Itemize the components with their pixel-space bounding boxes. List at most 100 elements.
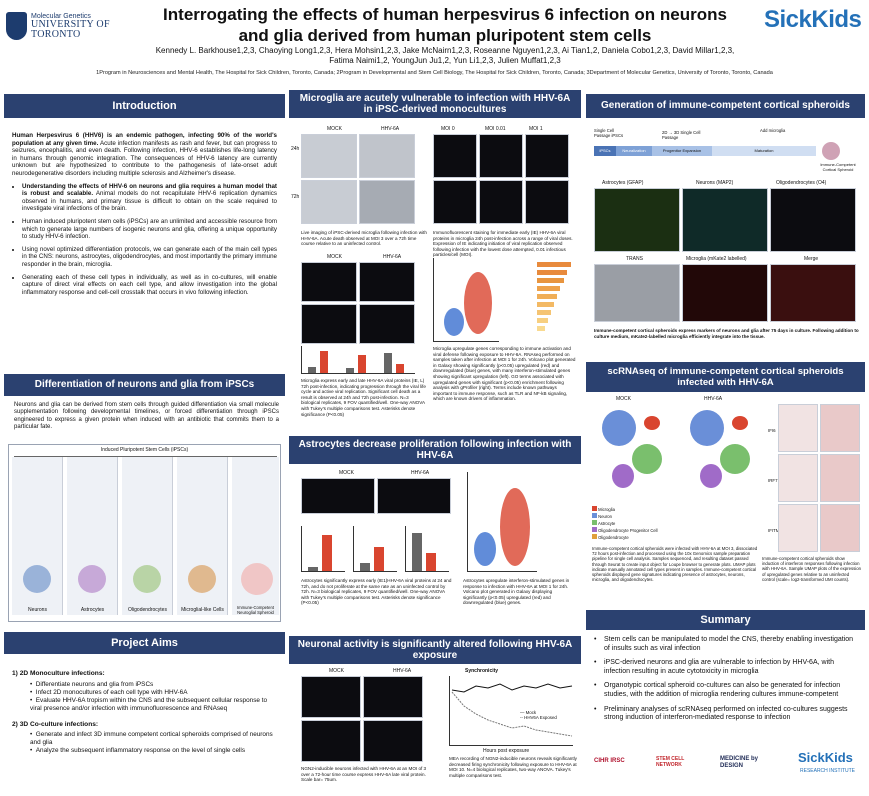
if-image [525, 180, 569, 224]
live-image [301, 180, 357, 224]
neuronal-heading: Neuronal activity is significantly alter… [289, 636, 581, 664]
if-image [301, 304, 357, 344]
figure-caption: Astrocytes upregulate interferon-stimula… [463, 578, 570, 606]
cihr-logo: CIHR IRSC [594, 758, 625, 764]
stage: Maturation [712, 146, 816, 156]
live-image [301, 134, 357, 178]
image-label: Neurons (MAP2) [696, 180, 734, 186]
live-image [359, 134, 415, 178]
stem-cell-network-logo: STEM CELL NETWORK [656, 756, 685, 768]
if-image [377, 478, 451, 514]
figure-caption: Immune-competent cortical spheroids expr… [594, 328, 859, 339]
gene-umap [820, 454, 860, 502]
umap-legend: Microglia Neuron Astrocyte Oligodendrocy… [592, 506, 692, 541]
figure-caption: Immune-competent cortical spheroids were… [592, 546, 758, 583]
go-term-chart [507, 258, 573, 342]
figure-caption: Immunofluorescent staining for immediate… [433, 230, 573, 258]
stage: Neuralization [616, 146, 652, 156]
if-image [301, 720, 361, 762]
if-image [433, 134, 477, 178]
intro-bullet: Human induced pluripotent stem cells (iP… [22, 218, 277, 241]
aim-item: • Analyze the subsequent inflammatory re… [30, 747, 246, 755]
bar-plot [301, 346, 415, 374]
hhv6a-label: HHV-6A [393, 668, 412, 674]
diagram-title: Induced Pluripotent Stem Cells (iPSCs) [100, 447, 189, 453]
figure-caption: NGN2-inducible neurons infected with HHV… [301, 766, 427, 783]
gene-umap [820, 504, 860, 552]
differentiation-heading: Differentiation of neurons and glia from… [4, 374, 285, 396]
if-image [479, 134, 523, 178]
if-image [301, 676, 361, 718]
image-label: Oligodendrocytes (O4) [776, 180, 827, 186]
neuron-image [682, 188, 768, 252]
generation-heading: Generation of immune-competent cortical … [586, 94, 865, 118]
trans-image [594, 264, 680, 322]
astrocytes-panel: Astrocytes decrease proliferation follow… [289, 436, 581, 632]
generation-panel: Generation of immune-competent cortical … [586, 94, 865, 358]
research-institute-label: RESEARCH INSTITUTE [800, 768, 856, 774]
differentiation-text: Neurons and glia can be derived from ste… [14, 402, 279, 431]
intro-bullet: Understanding the effects of HHV-6 on ne… [22, 183, 277, 213]
aim-item: • Generate and infect 3D immune competen… [30, 731, 273, 747]
stage: Progenitor Expansion [652, 146, 712, 156]
time-label: 24h [291, 146, 300, 152]
scrnaseq-panel: scRNAseq of immune-competent cortical sp… [586, 362, 865, 606]
gene-umap [778, 404, 818, 452]
mock-label: MOCK [616, 396, 631, 402]
microglia-image [682, 264, 768, 322]
timeline-label: Single Cell Passage iPSCs [594, 128, 624, 138]
moi-label: MOI 0 [441, 126, 455, 132]
synchronicity-chart: — Mock -- HHV6A Exposed [449, 676, 573, 746]
astrocyte-cell-icon [78, 565, 106, 593]
summary-item: Organotypic cortical spheroid co-culture… [594, 682, 859, 699]
stage: iPSCs [594, 146, 616, 156]
gene-label: IFI6 [768, 428, 776, 433]
neuronal-panel: Neuronal activity is significantly alter… [289, 636, 581, 794]
timeline-label: 2D → 3D Single Cell Passage [662, 130, 701, 140]
x-axis-label: Hours post exposure [483, 748, 530, 754]
mock-label: MOCK [327, 254, 342, 260]
col-label: Microglial-like Cells [181, 607, 224, 613]
figure-caption: Microglia express early and late HHV-6A … [301, 378, 426, 417]
hhv6a-label: HHV-6A [704, 396, 723, 402]
gene-umap [778, 454, 818, 502]
summary-item: Preliminary analyses of scRNAseq perform… [594, 706, 859, 723]
project-aims-heading: Project Aims [4, 632, 285, 654]
if-image [433, 180, 477, 224]
summary-item: iPSC-derived neurons and glia are vulner… [594, 659, 859, 676]
uoft-subtitle: Molecular Genetics [31, 12, 91, 20]
image-label: TRANS [626, 256, 643, 262]
volcano-plot [433, 258, 499, 342]
moi-label: MOI 1 [529, 126, 543, 132]
hhv6a-label: HHV-6A [381, 126, 400, 132]
affiliations: 1Program in Neurosciences and Mental Hea… [96, 70, 773, 76]
oligodendrocyte-cell-icon [133, 565, 161, 593]
col-label: Astrocytes [80, 607, 105, 613]
microglia-cell-icon [188, 565, 216, 593]
if-image [359, 262, 415, 302]
col-label: Oligodendrocytes [128, 607, 167, 613]
if-image [301, 262, 357, 302]
synchronicity-lines [451, 683, 573, 737]
astro-volcano-plot [467, 472, 537, 572]
time-label: 72h [291, 194, 300, 200]
mock-label: MOCK [329, 668, 344, 674]
sickkids-research-logo: SickKids [798, 750, 853, 765]
medicine-by-design-logo: MEDICINE by DESIGN [720, 756, 759, 769]
sickkids-logo: SickKids [764, 6, 862, 33]
aim-item: • Evaluate HHV-6A tropism within the CNS… [30, 696, 268, 712]
uoft-name: UNIVERSITY OF TORONTO [31, 18, 110, 40]
image-label: Microglia (mKate2 labelled) [686, 256, 747, 262]
aim-1-heading: 1) 2D Monoculture infections: [12, 670, 105, 677]
aim-item: • Infect 2D monocultures of each cell ty… [30, 688, 188, 696]
astrocytes-heading: Astrocytes decrease proliferation follow… [289, 436, 581, 464]
aim-item: • Differentiate neurons and glia from iP… [30, 680, 154, 688]
figure-caption: Immune-competent cortical spheroids show… [762, 556, 862, 582]
differentiation-diagram: Induced Pluripotent Stem Cells (iPSCs) N… [8, 444, 281, 622]
chart-legend: — Mock -- HHV6A Exposed [520, 710, 557, 720]
intro-paragraph: Human Herpesvirus 6 (HHV6) is an endemic… [12, 132, 277, 177]
if-image [363, 676, 423, 718]
author-list: Kennedy L. Barkhouse1,2,3, Chaoying Long… [155, 46, 735, 65]
chart-title: Synchronicity [465, 668, 499, 674]
gene-label: IRF7 [768, 478, 778, 483]
